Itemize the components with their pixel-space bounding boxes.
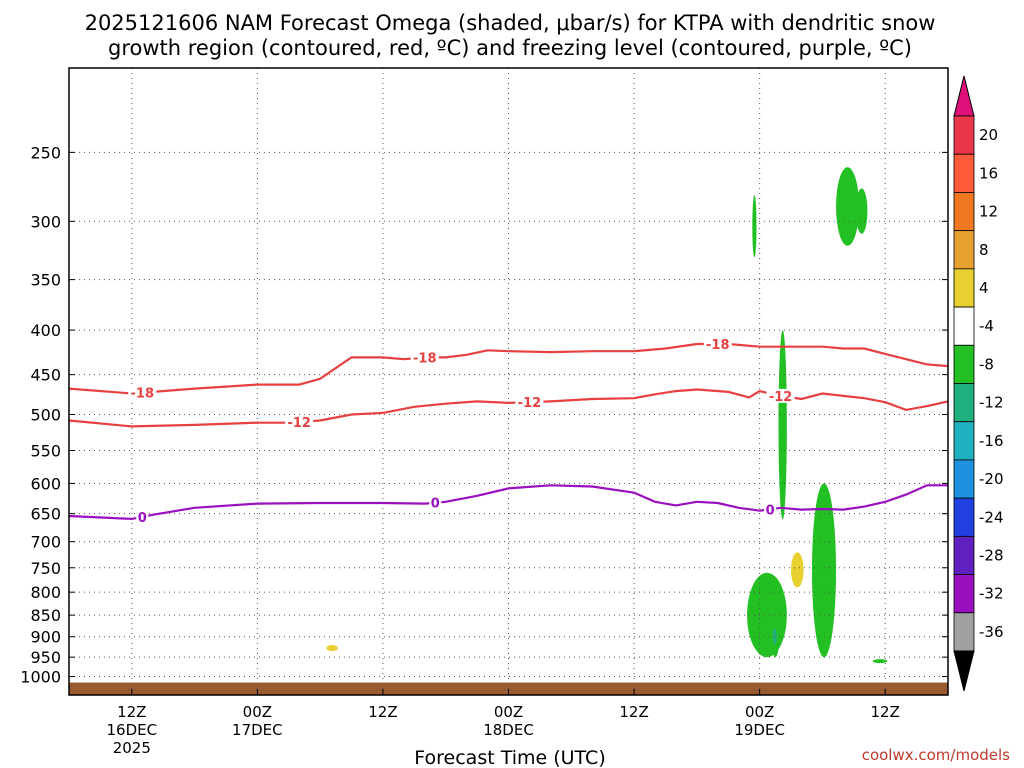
x-tick-date: 18DEC	[483, 721, 534, 739]
colorbar-segment	[953, 459, 975, 499]
colorbar-label: 8	[979, 241, 989, 259]
omega-region-1	[770, 577, 781, 658]
contour-line-2	[68, 484, 948, 521]
contour-line-1	[68, 388, 949, 428]
credit-text: coolwx.com/models	[862, 746, 1010, 764]
x-tick-date: 17DEC	[232, 721, 283, 739]
omega-region-2	[778, 330, 787, 520]
title-line-1: 2025121606 NAM Forecast Omega (shaded, μ…	[85, 11, 936, 35]
colorbar-top-arrow	[953, 75, 975, 117]
contour-label-2-2: 0	[766, 503, 775, 518]
contour-label-bg	[410, 350, 439, 365]
contour-label-bg	[515, 395, 544, 410]
contour-label-1-0: -12	[287, 416, 311, 431]
x-tick-date: 16DEC	[106, 721, 157, 739]
colorbar-label: -36	[979, 623, 1004, 641]
y-tick-label: 800	[30, 583, 61, 602]
contour-label-bg	[128, 385, 157, 400]
x-tick-label: 12Z	[368, 703, 397, 721]
colorbar-segment	[953, 115, 975, 155]
y-tick-label: 550	[30, 442, 61, 461]
colorbar-segment	[953, 153, 975, 193]
omega-region-0	[747, 572, 787, 658]
colorbar-label: 20	[979, 126, 998, 144]
x-tick-label: 00Z	[494, 703, 523, 721]
x-tick-label: 12Z	[117, 703, 146, 721]
omega-region-5	[836, 167, 860, 246]
contour-label-0-2: -18	[706, 338, 730, 353]
omega-region-9	[791, 552, 804, 588]
colorbar-bottom-arrow	[953, 650, 975, 692]
colorbar-label: -16	[979, 432, 1004, 450]
x-tick-date: 19DEC	[734, 721, 785, 739]
contour-label-2-1: 0	[431, 497, 440, 512]
colorbar-label: -20	[979, 470, 1004, 488]
y-tick-label: 750	[30, 559, 61, 578]
contour-label-0-0: -18	[131, 387, 155, 402]
colorbar-label: 16	[979, 164, 998, 182]
colorbar-segment	[953, 612, 975, 652]
contour-label-bg	[136, 509, 149, 524]
omega-region-7	[872, 659, 888, 664]
colorbar-segment	[953, 574, 975, 614]
contour-line-0	[68, 342, 949, 395]
x-tick-label: 12Z	[619, 703, 648, 721]
colorbar-label: -12	[979, 394, 1004, 412]
y-tick-label: 350	[30, 271, 61, 290]
x-tick-label: 12Z	[871, 703, 900, 721]
colorbar-label: -28	[979, 546, 1004, 564]
contour-label-bg	[429, 495, 442, 510]
y-tick-label: 900	[30, 628, 61, 647]
colorbar-label: -8	[979, 355, 994, 373]
colorbar-label: -32	[979, 585, 1004, 603]
omega-region-4	[752, 195, 757, 258]
omega-region-3	[811, 483, 837, 658]
colorbar-segment	[953, 344, 975, 384]
colorbar-segment	[953, 230, 975, 270]
colorbar-label: -24	[979, 508, 1004, 526]
colorbar-segment	[953, 192, 975, 232]
y-tick-label: 700	[30, 533, 61, 552]
colorbar: 20 16 12 8 4 -4 -8 -12 -16 -20 -24 -28 -32 -36	[953, 75, 1004, 692]
x-axis-label: Forecast Time (UTC)	[414, 747, 605, 768]
omega-region-6	[855, 188, 868, 234]
colorbar-segment	[953, 497, 975, 537]
colorbar-segment	[953, 421, 975, 461]
plot-background	[69, 68, 948, 695]
y-tick-label: 450	[30, 366, 61, 385]
colorbar-label: -4	[979, 317, 994, 335]
y-tick-label: 400	[30, 321, 61, 340]
colorbar-segment	[953, 535, 975, 575]
x-tick-year: 2025	[113, 739, 151, 757]
contour-label-1-1: -12	[518, 396, 542, 411]
y-tick-label: 850	[30, 606, 61, 625]
chart-title: 2025121606 NAM Forecast Omega (shaded, μ…	[85, 11, 936, 60]
contour-label-bg	[285, 414, 314, 429]
y-tick-label: 950	[30, 648, 61, 667]
contour-label-1-2: -12	[769, 390, 793, 405]
axes: 250 300 350 400 450 500 550 600 650 700 750 800 850 9…	[20, 67, 949, 757]
y-tick-label: 600	[30, 474, 61, 493]
contour-label-bg	[764, 502, 777, 517]
y-tick-label: 300	[30, 212, 61, 231]
contour-label-0-1: -18	[413, 351, 437, 366]
colorbar-segment	[953, 383, 975, 423]
contour-label-2-0: 0	[138, 511, 147, 526]
colorbar-label: 12	[979, 203, 998, 221]
y-tick-label: 650	[30, 505, 61, 524]
plot-area: -18 -18 -18 -12 -12 -12 0 0 0	[68, 68, 949, 695]
y-tick-label: 250	[30, 143, 61, 162]
colorbar-label: 4	[979, 279, 989, 297]
y-tick-label: 1000	[20, 668, 61, 687]
y-tick-label: 500	[30, 405, 61, 424]
colorbar-segment	[953, 306, 975, 346]
contour-label-bg	[703, 337, 732, 352]
omega-region-10	[326, 645, 338, 652]
x-tick-label: 00Z	[243, 703, 272, 721]
contour-label-bg	[766, 388, 795, 403]
colorbar-segment	[953, 268, 975, 308]
title-line-2: growth region (contoured, red, ºC) and f…	[108, 36, 912, 60]
x-tick-label: 00Z	[745, 703, 774, 721]
